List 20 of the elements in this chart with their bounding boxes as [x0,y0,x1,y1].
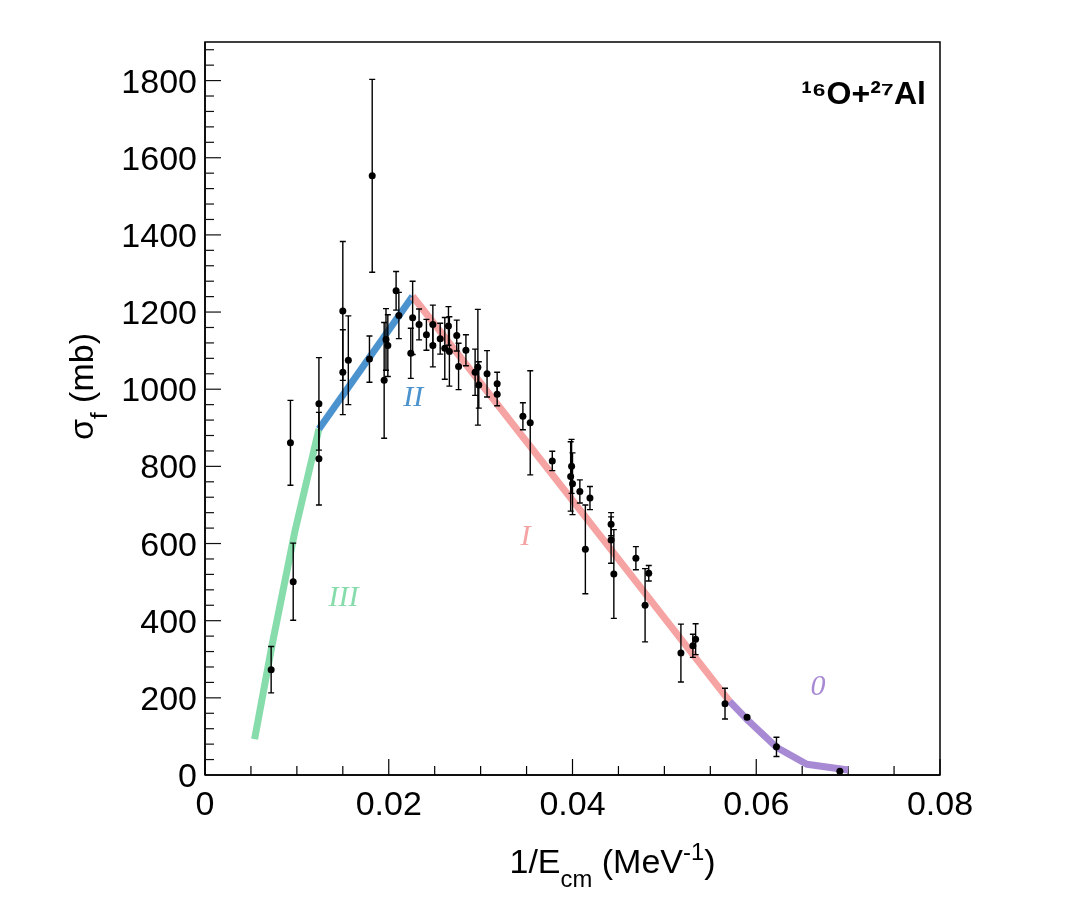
x-axis-title: 1/E$_{cm}$ (MeV$^{-1}$) [509,837,716,892]
series-label: III [327,578,361,612]
y-tick-label: 800 [140,447,197,486]
y-tick-label: 0 [178,756,197,794]
y-tick-label: 200 [140,678,197,717]
series-label: I [519,517,533,551]
series-label: 0 [810,668,826,702]
y-tick-label: 1800 [121,61,197,100]
y-tick-label: 1000 [121,370,197,409]
series-label: II [402,379,426,413]
y-tick-label: 400 [140,601,197,640]
y-tick-label: 600 [140,524,197,563]
y-tick-label: 1600 [121,138,197,177]
x-tick-label: 0.08 [906,784,974,822]
y-tick-label: 1200 [121,293,197,332]
x-tick-label: 0.02 [355,784,422,822]
x-tick-label: 0.06 [723,784,790,822]
y-tick-label: 1400 [121,215,197,254]
x-tick-label: 0.04 [539,784,606,822]
text: ¹⁶O+²⁷Al [801,75,926,111]
